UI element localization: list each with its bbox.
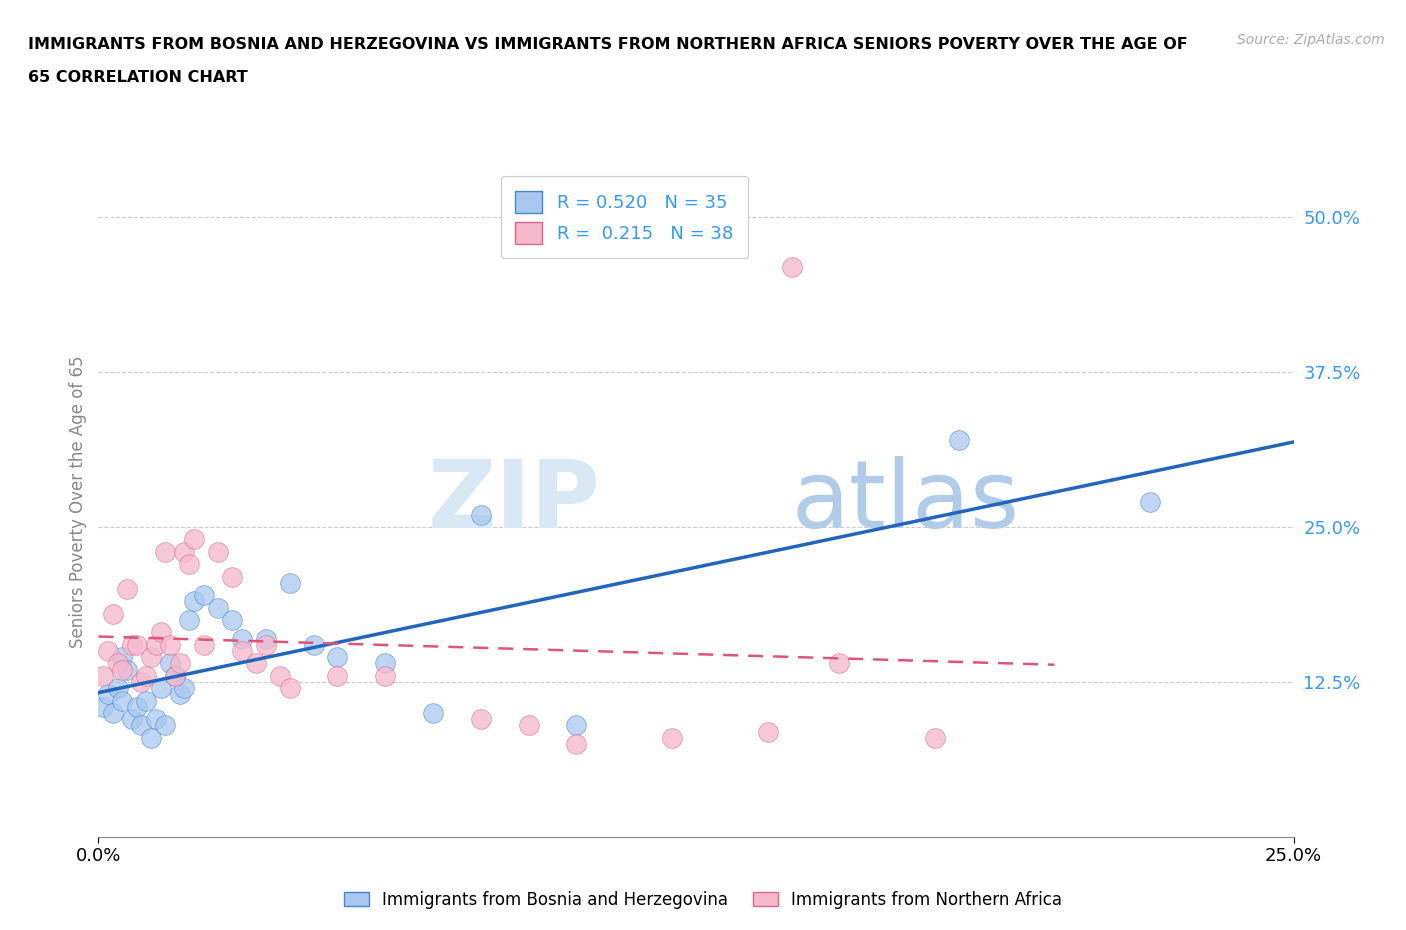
- Point: [163, 669, 186, 684]
- Point: [169, 687, 191, 702]
- Point: [101, 706, 124, 721]
- Point: [179, 557, 201, 572]
- Point: [111, 662, 134, 677]
- Point: [155, 544, 177, 559]
- Point: [828, 656, 851, 671]
- Point: [254, 631, 277, 646]
- Point: [149, 681, 172, 696]
- Point: [169, 656, 191, 671]
- Point: [302, 637, 325, 652]
- Point: [245, 656, 267, 671]
- Text: Source: ZipAtlas.com: Source: ZipAtlas.com: [1237, 33, 1385, 46]
- Legend: R = 0.520   N = 35, R =  0.215   N = 38: R = 0.520 N = 35, R = 0.215 N = 38: [501, 177, 748, 259]
- Point: [470, 711, 492, 726]
- Point: [145, 637, 167, 652]
- Point: [756, 724, 779, 739]
- Point: [221, 613, 243, 628]
- Point: [97, 644, 120, 658]
- Point: [661, 730, 683, 745]
- Point: [565, 718, 588, 733]
- Text: IMMIGRANTS FROM BOSNIA AND HERZEGOVINA VS IMMIGRANTS FROM NORTHERN AFRICA SENIOR: IMMIGRANTS FROM BOSNIA AND HERZEGOVINA V…: [28, 37, 1188, 52]
- Point: [135, 669, 157, 684]
- Point: [131, 674, 153, 689]
- Point: [221, 569, 243, 584]
- Point: [517, 718, 540, 733]
- Point: [101, 606, 124, 621]
- Point: [111, 693, 134, 708]
- Point: [111, 650, 134, 665]
- Point: [193, 637, 215, 652]
- Point: [159, 656, 181, 671]
- Point: [193, 588, 215, 603]
- Point: [924, 730, 946, 745]
- Point: [91, 699, 114, 714]
- Point: [948, 432, 970, 447]
- Point: [91, 669, 114, 684]
- Point: [125, 637, 148, 652]
- Point: [155, 718, 177, 733]
- Point: [231, 644, 253, 658]
- Point: [139, 650, 162, 665]
- Point: [374, 656, 396, 671]
- Point: [115, 662, 138, 677]
- Point: [269, 669, 291, 684]
- Point: [183, 594, 205, 609]
- Point: [231, 631, 253, 646]
- Point: [374, 669, 396, 684]
- Point: [107, 681, 129, 696]
- Point: [173, 544, 195, 559]
- Legend: Immigrants from Bosnia and Herzegovina, Immigrants from Northern Africa: Immigrants from Bosnia and Herzegovina, …: [336, 883, 1070, 917]
- Point: [115, 581, 138, 596]
- Y-axis label: Seniors Poverty Over the Age of 65: Seniors Poverty Over the Age of 65: [69, 356, 87, 648]
- Point: [135, 693, 157, 708]
- Point: [121, 711, 143, 726]
- Point: [326, 650, 349, 665]
- Point: [139, 730, 162, 745]
- Point: [278, 576, 301, 591]
- Point: [159, 637, 181, 652]
- Point: [1139, 495, 1161, 510]
- Point: [183, 532, 205, 547]
- Text: 65 CORRELATION CHART: 65 CORRELATION CHART: [28, 70, 247, 85]
- Point: [131, 718, 153, 733]
- Point: [145, 711, 167, 726]
- Point: [207, 544, 229, 559]
- Point: [470, 507, 492, 522]
- Point: [278, 681, 301, 696]
- Point: [254, 637, 277, 652]
- Point: [149, 625, 172, 640]
- Point: [173, 681, 195, 696]
- Text: ZIP: ZIP: [427, 457, 600, 548]
- Point: [107, 656, 129, 671]
- Point: [163, 669, 186, 684]
- Point: [565, 737, 588, 751]
- Point: [97, 687, 120, 702]
- Point: [780, 259, 803, 274]
- Point: [179, 613, 201, 628]
- Point: [326, 669, 349, 684]
- Point: [207, 600, 229, 615]
- Point: [121, 637, 143, 652]
- Point: [422, 706, 444, 721]
- Point: [125, 699, 148, 714]
- Text: atlas: atlas: [792, 457, 1019, 548]
